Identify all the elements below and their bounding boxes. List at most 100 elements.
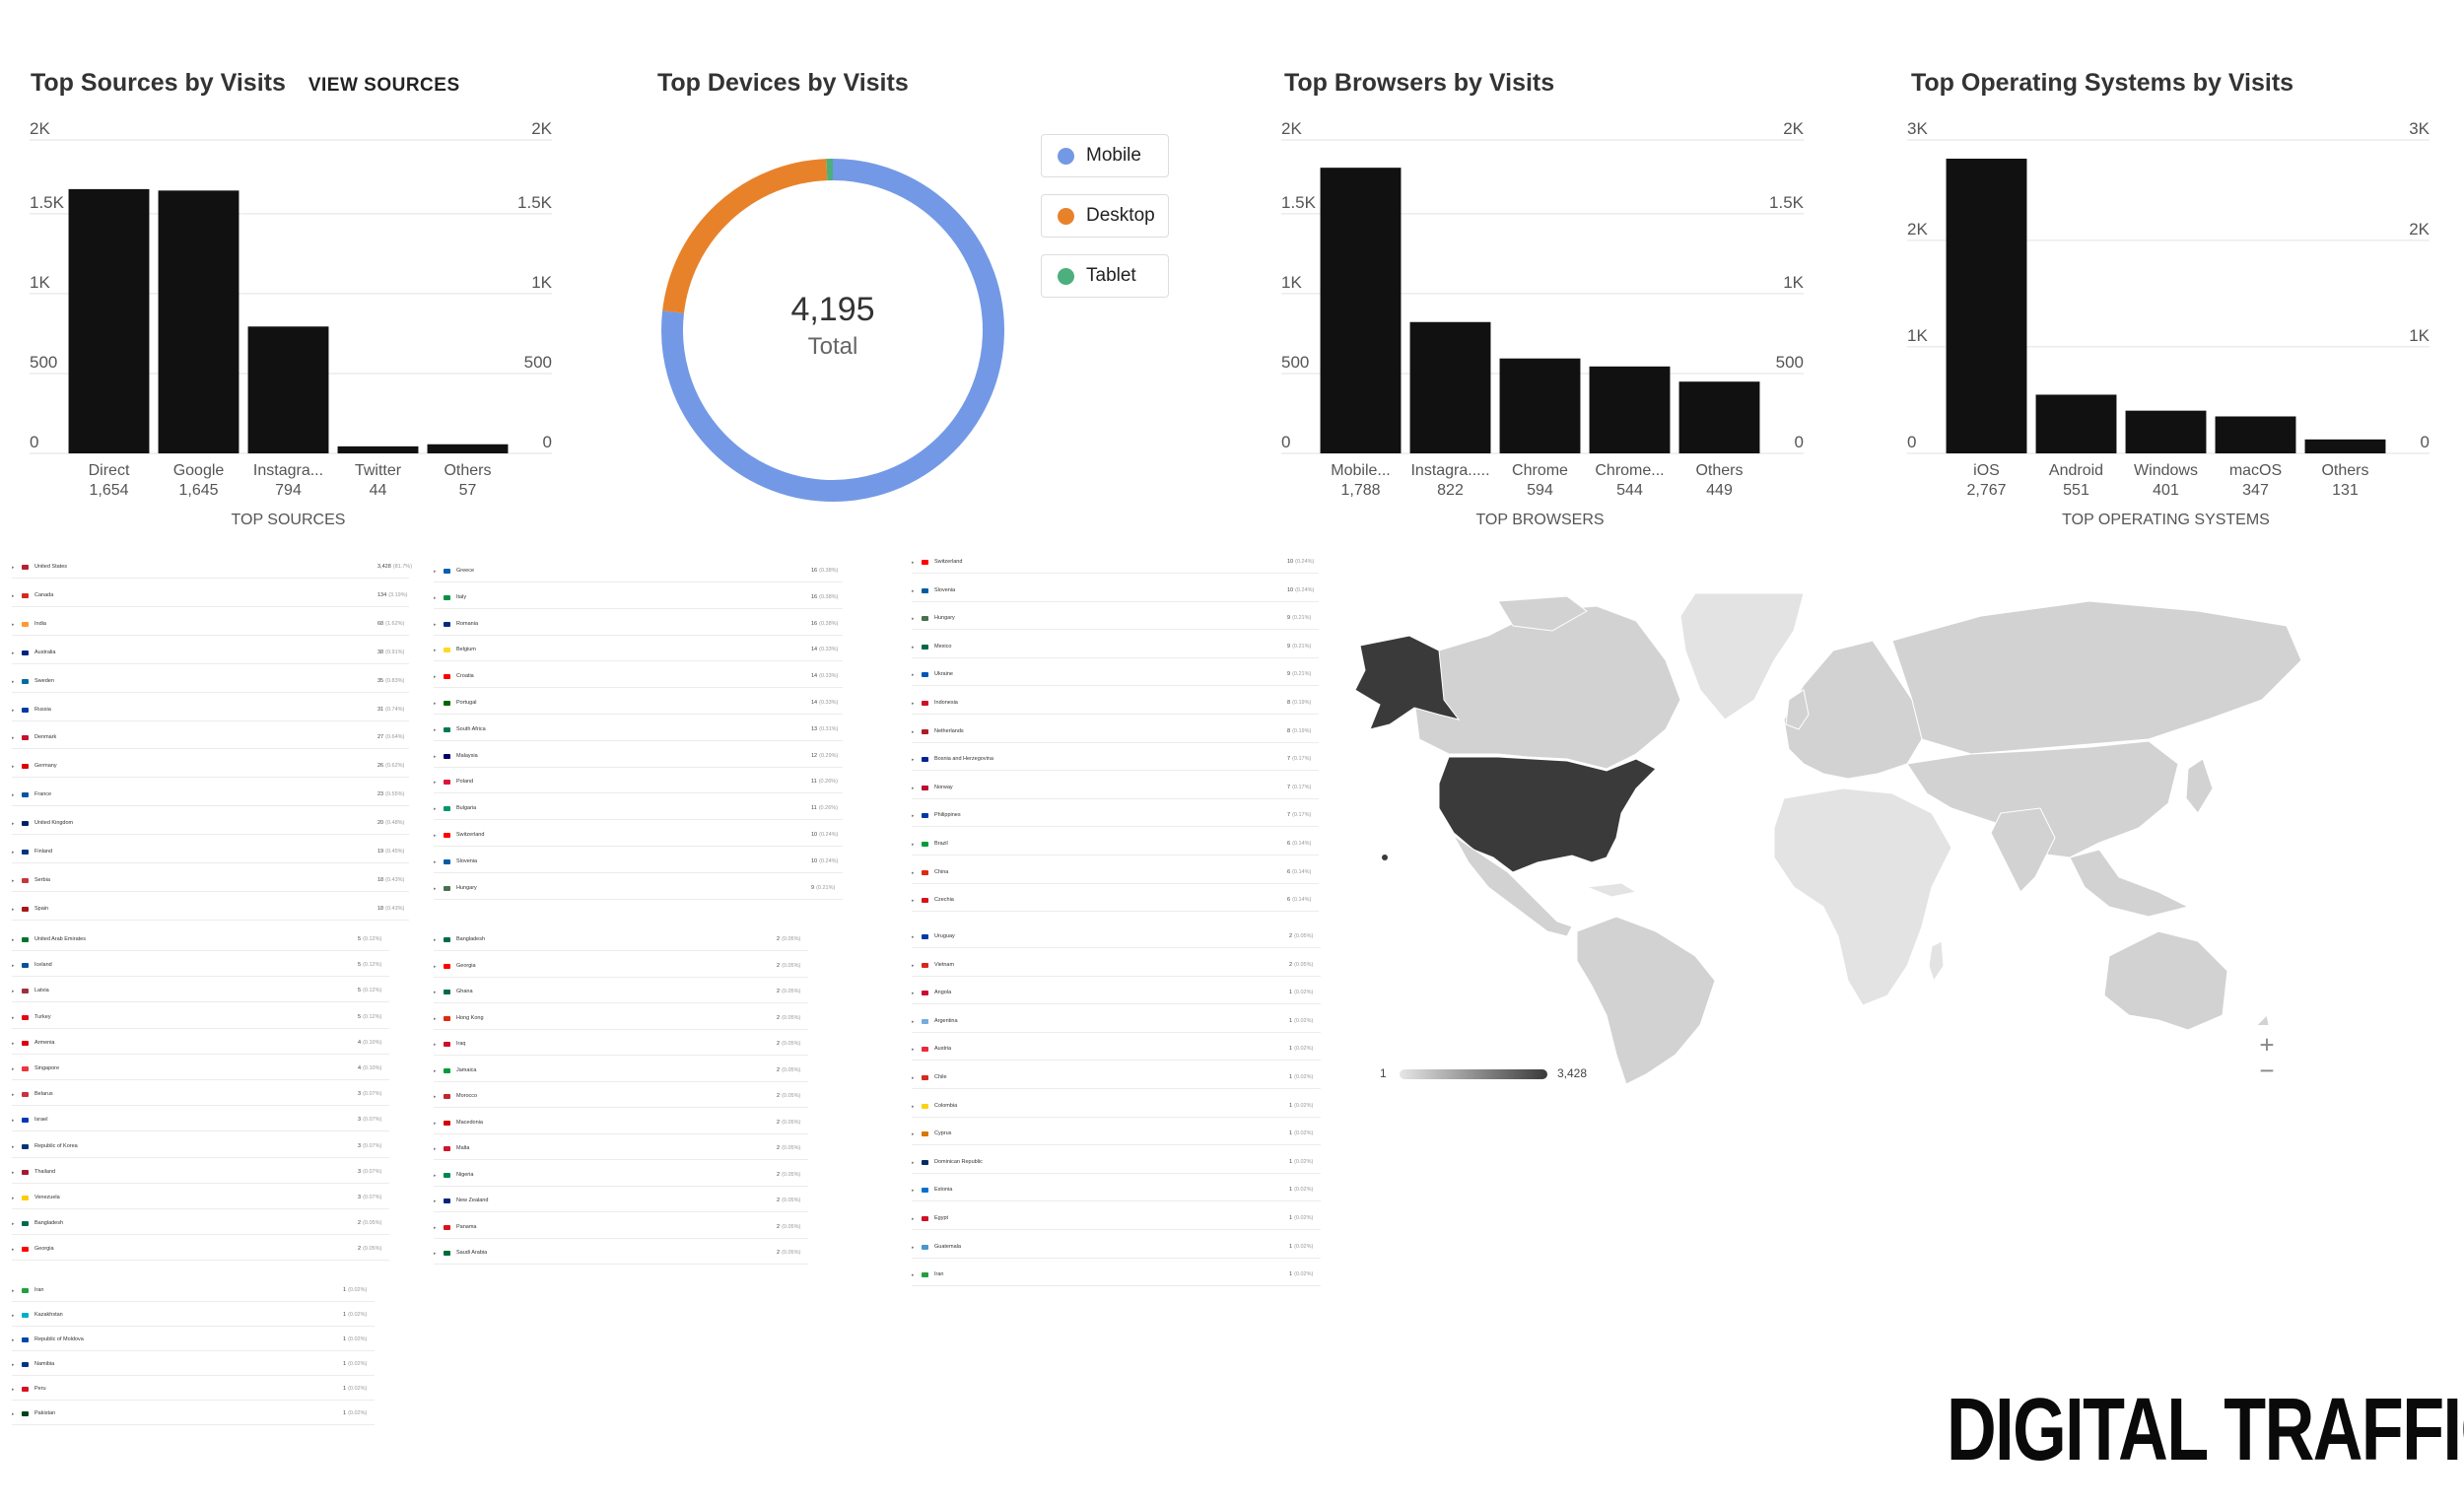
triangle-right-icon[interactable]: ▸ xyxy=(12,1337,15,1343)
triangle-right-icon[interactable]: ▸ xyxy=(12,1196,15,1201)
bar-browsers-2[interactable] xyxy=(1499,358,1581,453)
country-row[interactable]: ▸ Vietnam 2 (0.05%) xyxy=(912,956,1321,976)
triangle-right-icon[interactable]: ▸ xyxy=(434,1198,437,1204)
country-row[interactable]: ▸ Italy 16 (0.38%) xyxy=(434,588,843,608)
country-row[interactable]: ▸ Denmark 27 (0.64%) xyxy=(12,728,409,748)
country-row[interactable]: ▸ Australia 38 (0.91%) xyxy=(12,644,409,663)
country-row[interactable]: ▸ Malaysia 12 (0.29%) xyxy=(434,747,843,767)
country-row[interactable]: ▸ Hungary 9 (0.21%) xyxy=(912,609,1319,629)
country-row[interactable]: ▸ Russia 31 (0.74%) xyxy=(12,701,409,720)
triangle-right-icon[interactable]: ▸ xyxy=(434,753,437,760)
triangle-right-icon[interactable]: ▸ xyxy=(434,1224,437,1231)
country-row[interactable]: ▸ Indonesia 8 (0.19%) xyxy=(912,694,1319,714)
triangle-right-icon[interactable]: ▸ xyxy=(434,569,437,575)
country-row[interactable]: ▸ Peru 1 (0.02%) xyxy=(12,1380,375,1400)
country-row[interactable]: ▸ Bangladesh 2 (0.05%) xyxy=(434,930,808,950)
triangle-right-icon[interactable]: ▸ xyxy=(434,1172,437,1179)
country-row[interactable]: ▸ Romania 16 (0.38%) xyxy=(434,615,843,635)
triangle-right-icon[interactable]: ▸ xyxy=(12,963,15,970)
triangle-right-icon[interactable]: ▸ xyxy=(12,792,15,799)
country-row[interactable]: ▸ Sweden 35 (0.83%) xyxy=(12,672,409,692)
map-region-south-america[interactable] xyxy=(1576,916,1716,1085)
map-region-united-kingdom[interactable] xyxy=(1785,689,1810,730)
map-region-hawaii[interactable] xyxy=(1382,855,1388,860)
country-row[interactable]: ▸ Greece 16 (0.38%) xyxy=(434,562,843,582)
country-row[interactable]: ▸ Turkey 5 (0.12%) xyxy=(12,1008,389,1028)
bar-browsers-0[interactable] xyxy=(1320,168,1402,453)
bar-sources-3[interactable] xyxy=(337,445,419,453)
triangle-right-icon[interactable]: ▸ xyxy=(12,989,15,995)
country-row[interactable]: ▸ Panama 2 (0.05%) xyxy=(434,1218,808,1238)
triangle-right-icon[interactable]: ▸ xyxy=(12,735,15,742)
country-row[interactable]: ▸ Uruguay 2 (0.05%) xyxy=(912,927,1321,947)
country-row[interactable]: ▸ Croatia 14 (0.33%) xyxy=(434,667,843,687)
country-row[interactable]: ▸ Czechia 6 (0.14%) xyxy=(912,891,1319,911)
bar-browsers-4[interactable] xyxy=(1678,381,1760,453)
country-row[interactable]: ▸ Slovenia 10 (0.24%) xyxy=(912,582,1319,601)
country-row[interactable]: ▸ Netherlands 8 (0.19%) xyxy=(912,722,1319,742)
bar-sources-2[interactable] xyxy=(247,326,329,453)
bar-browsers-1[interactable] xyxy=(1409,321,1491,453)
country-row[interactable]: ▸ Saudi Arabia 2 (0.05%) xyxy=(434,1244,808,1264)
triangle-right-icon[interactable]: ▸ xyxy=(912,587,915,594)
triangle-right-icon[interactable]: ▸ xyxy=(12,650,15,656)
country-row[interactable]: ▸ Hungary 9 (0.21%) xyxy=(434,879,843,899)
map-region-caribbean[interactable] xyxy=(1586,882,1638,898)
triangle-right-icon[interactable]: ▸ xyxy=(12,1387,15,1393)
triangle-right-icon[interactable]: ▸ xyxy=(434,594,437,601)
map-region-united-states[interactable] xyxy=(1438,756,1657,873)
country-row[interactable]: ▸ Philippines 7 (0.17%) xyxy=(912,806,1319,826)
triangle-right-icon[interactable]: ▸ xyxy=(12,1313,15,1319)
map-region-alaska[interactable] xyxy=(1354,635,1461,730)
triangle-right-icon[interactable]: ▸ xyxy=(434,621,437,628)
triangle-right-icon[interactable]: ▸ xyxy=(912,1103,915,1110)
bar-os-3[interactable] xyxy=(2215,416,2296,453)
country-row[interactable]: ▸ Germany 26 (0.62%) xyxy=(12,757,409,777)
triangle-right-icon[interactable]: ▸ xyxy=(434,1042,437,1048)
country-row[interactable]: ▸ Bulgaria 11 (0.26%) xyxy=(434,799,843,819)
triangle-right-icon[interactable]: ▸ xyxy=(12,1221,15,1228)
triangle-right-icon[interactable]: ▸ xyxy=(912,1159,915,1166)
triangle-right-icon[interactable]: ▸ xyxy=(912,672,915,679)
triangle-right-icon[interactable]: ▸ xyxy=(12,1411,15,1417)
triangle-right-icon[interactable]: ▸ xyxy=(12,1247,15,1254)
country-row[interactable]: ▸ Morocco 2 (0.05%) xyxy=(434,1087,808,1107)
country-row[interactable]: ▸ China 6 (0.14%) xyxy=(912,863,1319,883)
bar-os-1[interactable] xyxy=(2035,394,2117,453)
bar-os-0[interactable] xyxy=(1946,158,2027,453)
country-row[interactable]: ▸ Egypt 1 (0.02%) xyxy=(912,1209,1321,1229)
triangle-right-icon[interactable]: ▸ xyxy=(12,1092,15,1099)
country-row[interactable]: ▸ Switzerland 10 (0.24%) xyxy=(912,553,1319,573)
map-region-arctic-islands[interactable] xyxy=(1497,595,1588,632)
country-row[interactable]: ▸ Ukraine 9 (0.21%) xyxy=(912,665,1319,685)
triangle-right-icon[interactable]: ▸ xyxy=(434,885,437,892)
country-row[interactable]: ▸ Bangladesh 2 (0.05%) xyxy=(12,1214,389,1234)
map-region-australia[interactable] xyxy=(2103,930,2228,1031)
triangle-right-icon[interactable]: ▸ xyxy=(434,780,437,787)
country-row[interactable]: ▸ Belgium 14 (0.33%) xyxy=(434,641,843,660)
country-row[interactable]: ▸ Venezuela 3 (0.07%) xyxy=(12,1189,389,1208)
country-row[interactable]: ▸ Canada 134 (3.19%) xyxy=(12,586,409,606)
triangle-right-icon[interactable]: ▸ xyxy=(912,962,915,969)
triangle-right-icon[interactable]: ▸ xyxy=(12,877,15,884)
map-region-russia[interactable] xyxy=(1891,600,2302,755)
triangle-right-icon[interactable]: ▸ xyxy=(434,963,437,970)
country-row[interactable]: ▸ Kazakhstan 1 (0.02%) xyxy=(12,1306,375,1326)
country-row[interactable]: ▸ New Zealand 2 (0.05%) xyxy=(434,1192,808,1211)
triangle-right-icon[interactable]: ▸ xyxy=(912,813,915,820)
map-region-greenland[interactable] xyxy=(1679,592,1805,720)
triangle-right-icon[interactable]: ▸ xyxy=(912,1188,915,1195)
triangle-right-icon[interactable]: ▸ xyxy=(12,1143,15,1150)
triangle-right-icon[interactable]: ▸ xyxy=(912,616,915,623)
triangle-right-icon[interactable]: ▸ xyxy=(12,1288,15,1294)
triangle-right-icon[interactable]: ▸ xyxy=(12,565,15,571)
country-row[interactable]: ▸ Ghana 2 (0.05%) xyxy=(434,983,808,1002)
map-region-japan[interactable] xyxy=(2185,758,2214,814)
country-row[interactable]: ▸ Poland 11 (0.26%) xyxy=(434,773,843,792)
triangle-right-icon[interactable]: ▸ xyxy=(912,1216,915,1222)
country-row[interactable]: ▸ Slovenia 10 (0.24%) xyxy=(434,853,843,872)
view-sources-link[interactable]: VIEW SOURCES xyxy=(308,75,460,96)
country-row[interactable]: ▸ Israel 3 (0.07%) xyxy=(12,1111,389,1130)
triangle-right-icon[interactable]: ▸ xyxy=(434,1251,437,1257)
triangle-right-icon[interactable]: ▸ xyxy=(434,833,437,839)
